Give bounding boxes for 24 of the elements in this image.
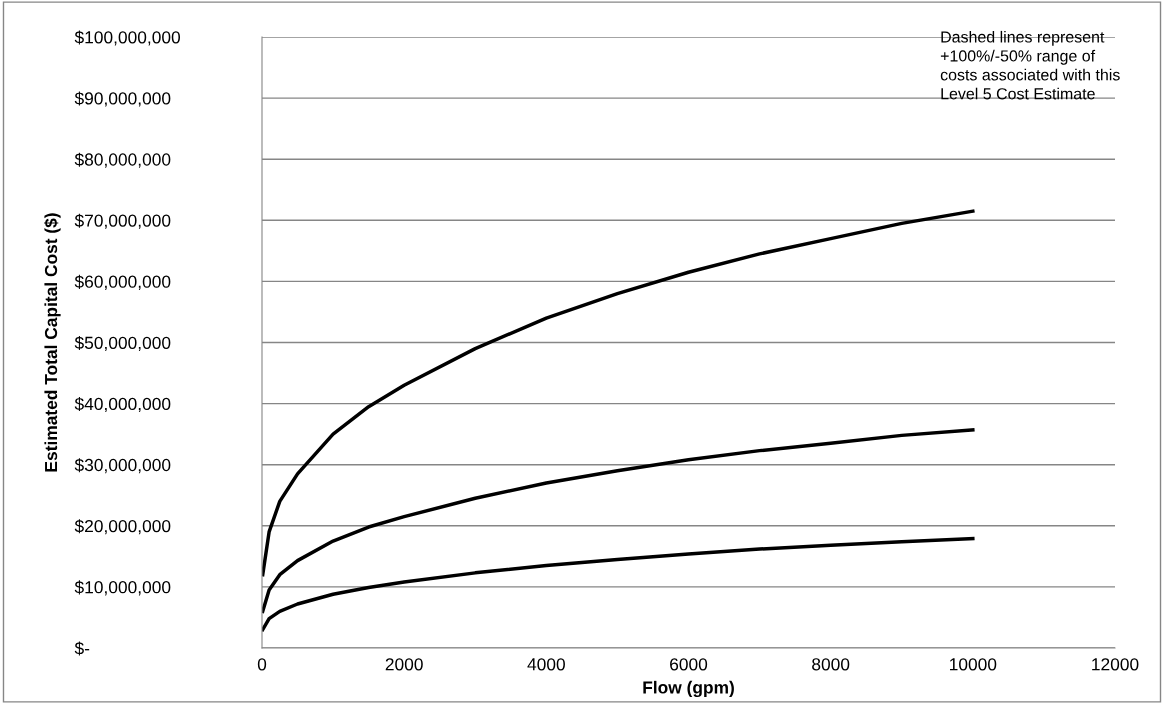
y-tick-label: $80,000,000 [74,152,171,168]
line-series [262,209,975,577]
line-series [262,536,975,632]
x-tick-label: 12000 [1092,658,1139,671]
x-tick-label: 10000 [950,658,997,671]
y-tick-label: $50,000,000 [74,335,171,352]
x-tick-label: 2000 [385,658,423,671]
x-tick-label: 0 [257,658,267,671]
line-series [262,428,975,614]
y-tick-label: $100,000,000 [74,30,181,46]
y-tick-label: $60,000,000 [74,274,171,290]
y-tick-label: $70,000,000 [74,213,171,229]
x-tick-label: 4000 [527,658,565,671]
x-axis-title: Flow (gpm) [643,680,734,698]
annotation: Dashed lines represent +100%/-50% range of costs associated with this Level 5 Cost Estimate [940,30,1120,100]
y-tick-label: $20,000,000 [74,519,171,535]
y-tick-label: $10,000,000 [74,580,171,596]
y-tick-label: $- [74,641,90,656]
x-tick-label: 8000 [812,658,850,671]
y-tick-label: $90,000,000 [74,91,171,107]
y-tick-label: $30,000,000 [74,458,171,474]
y-tick-label: $40,000,000 [74,397,171,413]
y-axis-title: Estimated Total Capital Cost ($) [44,213,61,472]
x-tick-label: 6000 [670,658,708,671]
